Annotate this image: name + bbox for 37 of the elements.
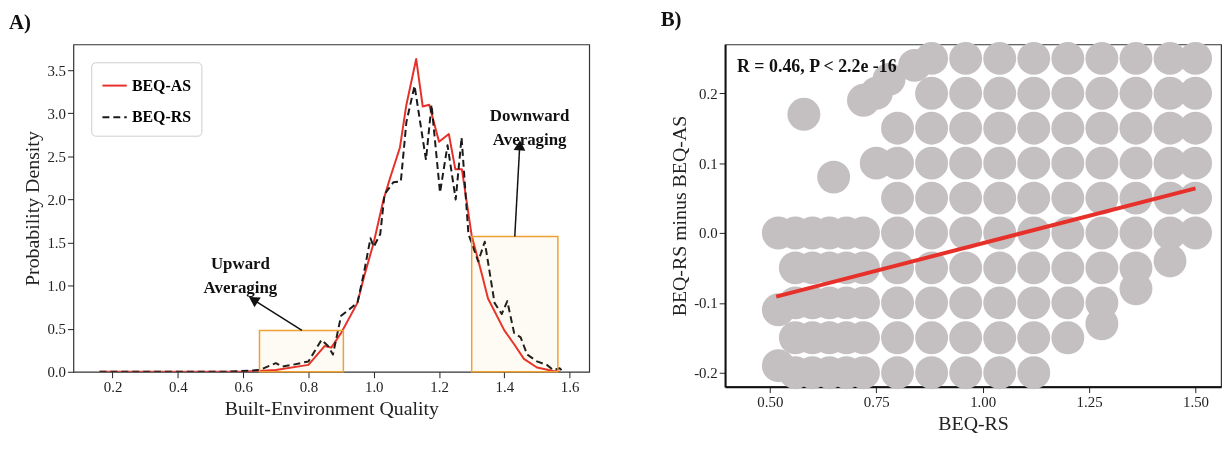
x-tick-label: 0.4 xyxy=(169,379,189,396)
annotation: R = 0.46, P < 2.2e -16 xyxy=(737,56,897,77)
x-tick-label: 0.8 xyxy=(299,379,319,396)
chart-title: A) xyxy=(8,9,31,34)
legend-label: BEQ-RS xyxy=(131,108,192,126)
x-tick-label: 1.0 xyxy=(364,379,384,396)
y-tick-label: -0.1 xyxy=(694,295,718,312)
y-tick-label: 3.0 xyxy=(47,105,66,122)
y-tick-label: 1.0 xyxy=(47,278,66,295)
y-tick-label: 1.5 xyxy=(47,235,66,252)
x-tick-label: 1.00 xyxy=(970,393,997,410)
x-axis-title: Built-Environment Quality xyxy=(224,396,439,419)
y-tick-label: 2.5 xyxy=(47,148,66,165)
x-tick-label: 0.75 xyxy=(863,393,890,410)
annotation: Upward Averaging xyxy=(203,253,278,297)
chart-title: B) xyxy=(660,7,682,32)
legend-label: BEQ-AS xyxy=(131,76,192,94)
y-tick-label: 0.0 xyxy=(47,364,66,381)
y-tick-label: 0.1 xyxy=(699,155,718,172)
x-tick-label: 1.2 xyxy=(430,379,449,396)
x-tick-label: 1.4 xyxy=(495,379,515,396)
x-tick-label: 0.2 xyxy=(103,379,123,396)
y-tick-label: 0.2 xyxy=(699,85,718,102)
x-tick-label: 1.6 xyxy=(560,379,580,396)
x-axis-title: BEQ-RS xyxy=(938,411,1009,434)
y-tick-label: -0.2 xyxy=(694,365,718,382)
x-tick-label: 0.6 xyxy=(234,379,253,396)
y-axis-title: Probability Density xyxy=(21,131,44,286)
y-tick-label: 0.0 xyxy=(699,225,718,242)
x-tick-label: 1.50 xyxy=(1183,393,1210,410)
y-tick-label: 0.5 xyxy=(47,321,66,338)
x-tick-label: 0.50 xyxy=(757,393,784,410)
y-tick-label: 3.5 xyxy=(47,62,66,79)
y-tick-label: 2.0 xyxy=(47,191,66,208)
x-tick-label: 1.25 xyxy=(1076,393,1103,410)
y-axis-title: BEQ-RS minus BEQ-AS xyxy=(668,115,691,317)
annotation: Downward Averaging xyxy=(489,106,571,150)
